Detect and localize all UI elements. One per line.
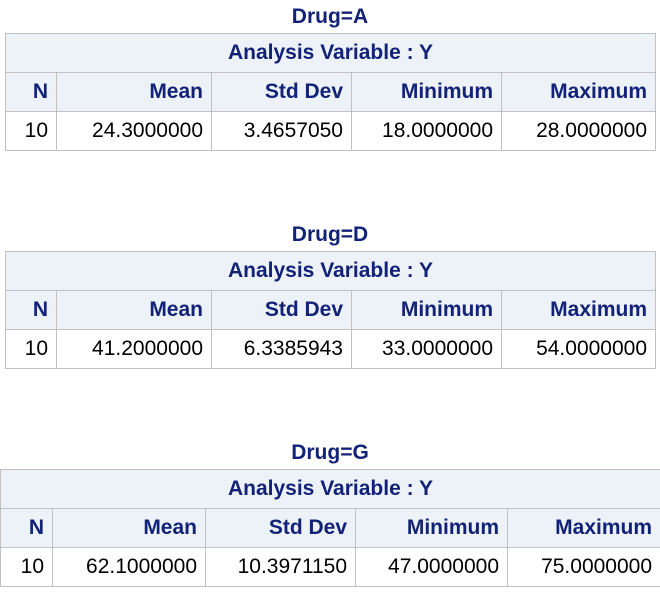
cell-maximum: 28.0000000 (500, 111, 657, 151)
cell-mean: 41.2000000 (56, 329, 212, 369)
cell-n: 10 (5, 111, 57, 151)
analysis-variable-caption: Analysis Variable : Y (4, 251, 657, 291)
column-header-n: N (0, 508, 53, 548)
analysis-variable-caption: Analysis Variable : Y (0, 469, 660, 509)
column-header-std-dev: Std Dev (211, 290, 352, 330)
cell-n: 10 (0, 547, 53, 587)
cell-minimum: 18.0000000 (351, 111, 502, 151)
cell-minimum: 33.0000000 (351, 329, 502, 369)
group-title: Drug=D (291, 223, 369, 246)
summary-table: Analysis Variable : Y N Mean Std Dev Min… (4, 251, 657, 369)
cell-std-dev: 3.4657050 (211, 111, 352, 151)
cell-maximum: 75.0000000 (506, 547, 660, 587)
column-header-std-dev: Std Dev (211, 72, 352, 112)
cell-std-dev: 6.3385943 (211, 329, 352, 369)
summary-table: Analysis Variable : Y N Mean Std Dev Min… (0, 469, 660, 587)
table-header-row: N Mean Std Dev Minimum Maximum (0, 508, 660, 548)
column-header-maximum: Maximum (500, 290, 657, 330)
cell-mean: 24.3000000 (56, 111, 212, 151)
column-header-mean: Mean (52, 508, 206, 548)
cell-n: 10 (5, 329, 57, 369)
column-header-std-dev: Std Dev (205, 508, 356, 548)
column-header-minimum: Minimum (355, 508, 508, 548)
column-header-minimum: Minimum (351, 72, 502, 112)
table-row: 10 62.1000000 10.3971150 47.0000000 75.0… (0, 547, 660, 587)
column-header-n: N (5, 72, 57, 112)
table-caption-row: Analysis Variable : Y (4, 33, 657, 73)
column-header-mean: Mean (56, 290, 212, 330)
cell-maximum: 54.0000000 (500, 329, 657, 369)
cell-std-dev: 10.3971150 (205, 547, 356, 587)
analysis-variable-caption: Analysis Variable : Y (4, 33, 657, 73)
table-caption-row: Analysis Variable : Y (0, 469, 660, 509)
table-row: 10 24.3000000 3.4657050 18.0000000 28.00… (5, 111, 657, 151)
group-drug-d: Drug=D Analysis Variable : Y N Mean Std … (0, 218, 660, 388)
table-header-row: N Mean Std Dev Minimum Maximum (5, 290, 657, 330)
group-drug-a: Drug=A Analysis Variable : Y N Mean Std … (0, 0, 660, 170)
cell-minimum: 47.0000000 (355, 547, 508, 587)
table-caption-row: Analysis Variable : Y (4, 251, 657, 291)
table-row: 10 41.2000000 6.3385943 33.0000000 54.00… (5, 329, 657, 369)
summary-table: Analysis Variable : Y N Mean Std Dev Min… (4, 33, 657, 151)
table-header-row: N Mean Std Dev Minimum Maximum (5, 72, 657, 112)
group-drug-g: Drug=G Analysis Variable : Y N Mean Std … (0, 436, 660, 612)
cell-mean: 62.1000000 (52, 547, 206, 587)
column-header-maximum: Maximum (506, 508, 660, 548)
group-title: Drug=A (291, 5, 369, 28)
column-header-minimum: Minimum (351, 290, 502, 330)
group-title: Drug=G (291, 441, 369, 464)
column-header-mean: Mean (56, 72, 212, 112)
column-header-maximum: Maximum (500, 72, 657, 112)
column-header-n: N (5, 290, 57, 330)
